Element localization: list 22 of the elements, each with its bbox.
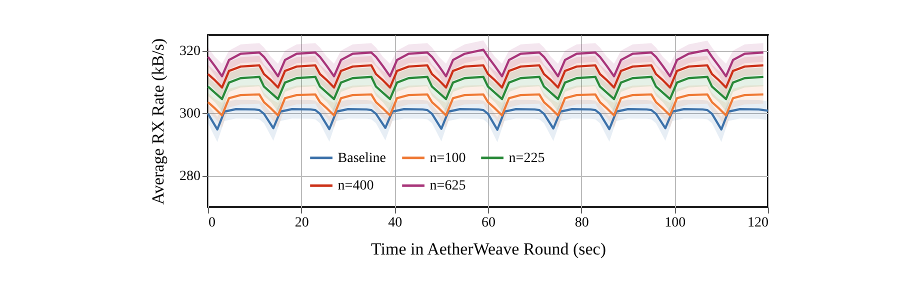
x-tick-label: 100 [664, 216, 686, 230]
line-series [206, 108, 770, 131]
x-tick-label: 40 [388, 216, 402, 230]
y-tick-label: 280 [180, 169, 200, 184]
y-tick-label: 320 [180, 44, 200, 60]
line-series [206, 48, 764, 78]
line-series [206, 93, 764, 116]
line-series [206, 76, 764, 100]
legend-label: n=225 [508, 150, 545, 166]
x-tick-label: 80 [574, 216, 589, 230]
legend-label: n=625 [430, 178, 466, 194]
y-axis-title: Average RX Rate (kB/s) [148, 38, 168, 205]
x-axis-title: Time in AetherWeave Round (sec) [370, 240, 606, 258]
legend-label: n=400 [338, 178, 374, 194]
x-tick-label: 120 [748, 216, 768, 230]
legend-label: Baseline [338, 150, 386, 166]
x-tick-label: 60 [482, 216, 496, 230]
legend-label: n=100 [430, 150, 466, 166]
line-series [206, 64, 764, 89]
x-tick-label: 20 [294, 216, 309, 230]
x-tick-label: 0 [208, 216, 216, 230]
y-tick-label: 300 [180, 106, 200, 122]
